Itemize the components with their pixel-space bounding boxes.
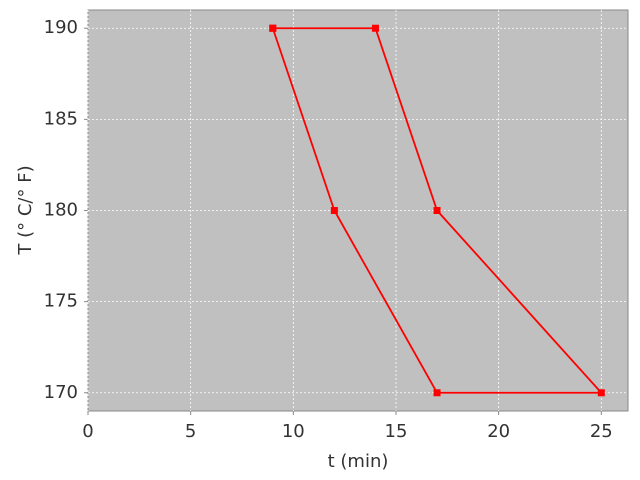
x-tick-label: 10	[282, 421, 305, 442]
point-marker	[433, 389, 441, 397]
y-tick-label: 170	[44, 382, 78, 403]
point-marker	[269, 24, 277, 32]
point-marker	[330, 207, 338, 214]
y-axis-label: T (° C/° F)	[15, 165, 36, 255]
x-tick-label: 20	[487, 421, 510, 442]
point-marker	[433, 207, 441, 214]
point-marker	[371, 24, 379, 32]
x-tick-label: 0	[82, 421, 93, 442]
x-tick-label: 5	[185, 421, 196, 442]
point-marker	[597, 389, 605, 397]
x-tick-label: 15	[385, 421, 408, 442]
y-tick-label: 175	[44, 291, 78, 312]
x-axis-label: t (min)	[328, 451, 389, 472]
y-tick-label: 185	[44, 108, 78, 129]
x-tick-label: 25	[590, 421, 613, 442]
y-tick-label: 190	[44, 17, 78, 38]
y-tick-label: 180	[44, 200, 78, 221]
